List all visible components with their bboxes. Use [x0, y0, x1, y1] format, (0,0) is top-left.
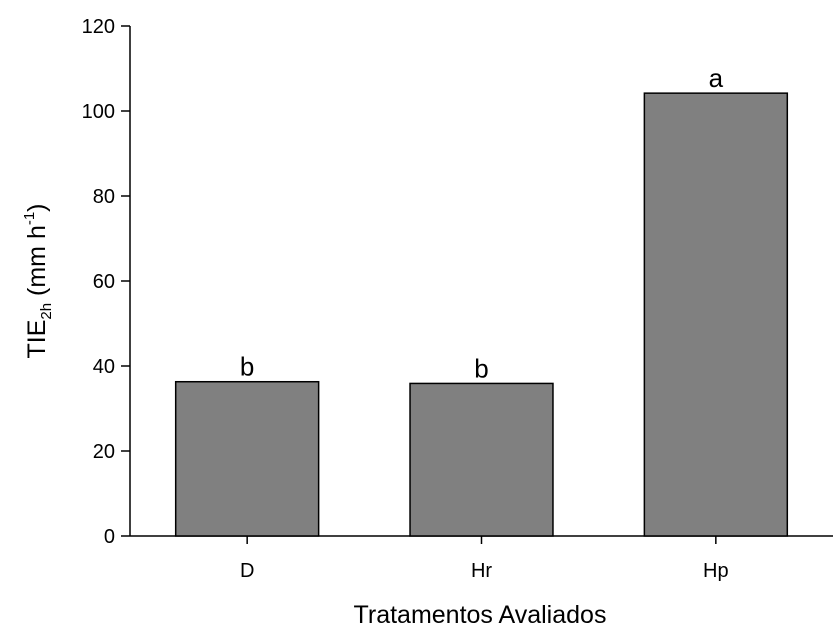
- y-axis-title: TIE2h (mm h-1): [21, 203, 55, 358]
- y-tick-label-20: 20: [93, 441, 115, 463]
- bar-label-d: b: [240, 352, 254, 382]
- x-tick-label-hr: Hr: [471, 560, 492, 582]
- bar-hr: [409, 382, 554, 537]
- y-axis-title-base: TIE: [23, 320, 51, 359]
- bar-labels-group: b b a: [240, 63, 724, 383]
- y-tick-label-60: 60: [93, 271, 115, 293]
- x-ticks-group: D Hr Hp: [240, 536, 729, 582]
- x-axis-title: Tratamentos Avaliados: [354, 601, 607, 629]
- y-tick-label-120: 120: [82, 16, 115, 38]
- y-tick-label-0: 0: [104, 526, 115, 548]
- y-tick-label-100: 100: [82, 101, 115, 123]
- bar-label-hp: a: [709, 63, 724, 93]
- bar-label-hr: b: [474, 353, 488, 383]
- y-axis-title-unit: (mm h: [23, 225, 51, 303]
- y-ticks-group: 0 20 40 60 80 100 120: [82, 16, 130, 548]
- y-axis-title-close: ): [23, 203, 51, 211]
- bars-group: [174, 92, 789, 537]
- y-tick-label-40: 40: [93, 356, 115, 378]
- bar-d: [174, 380, 320, 537]
- y-tick-label-80: 80: [93, 186, 115, 208]
- y-axis-title-subscript: 2h: [38, 303, 55, 320]
- x-tick-label-hp: Hp: [703, 560, 729, 582]
- y-axis-title-superscript: -1: [21, 212, 38, 225]
- x-tick-label-d: D: [240, 560, 254, 582]
- bar-hp: [643, 92, 789, 537]
